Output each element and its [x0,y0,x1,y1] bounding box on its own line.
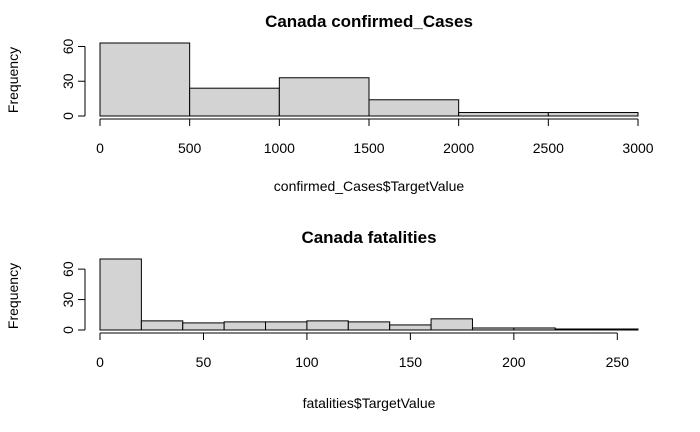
x-tick-label: 3000 [622,140,653,156]
y-axis: 0 30 60 [60,38,86,120]
y-tick-label: 60 [60,261,76,277]
y-axis: 0 30 60 [60,261,86,334]
confirmed-cases-panel: Canada confirmed_Cases 0 500 1000 1500 2000 2… [5,12,654,194]
histogram-bar [596,328,639,331]
x-axis-label: confirmed_Cases$TargetValue [274,178,465,194]
histogram-bar [347,321,391,331]
x-axis-label: fatalities$TargetValue [303,395,436,411]
x-tick-label: 50 [196,354,212,370]
histogram-bar [189,87,280,117]
x-tick-label: 1500 [353,140,384,156]
x-tick-label: 0 [96,140,104,156]
fatalities-panel: Canada fatalities 0 50 100 150 200 250 03060 … [5,228,639,411]
histogram-bar [458,112,549,117]
histogram-bar [306,320,349,331]
y-axis-label: Frequency [5,47,21,113]
histogram-bar [223,321,267,331]
x-tick-label: 2500 [533,140,564,156]
histogram-bar [430,318,473,331]
y-tick-label: 30 [60,73,76,89]
chart-title: Canada fatalities [301,228,436,247]
chart-title: Canada confirmed_Cases [265,12,473,31]
y-tick-label: 0 [60,112,76,120]
histogram-bar [513,327,556,331]
histogram-bar [278,77,370,117]
histogram-bar [547,112,639,117]
histogram-bar [182,322,225,331]
bars-group [99,42,639,117]
x-axis: 0 500 1000 1500 2000 2500 3000 [96,118,654,156]
x-tick-label: 250 [606,354,630,370]
histogram-bar [265,321,308,331]
histogram-bar [99,258,142,331]
x-tick-label: 150 [399,354,423,370]
x-tick-label: 200 [502,354,526,370]
histogram-bar [471,327,515,331]
x-axis: 0 50 100 150 200 250 [96,332,630,370]
y-tick-label: 0 [60,326,76,334]
x-tick-label: 100 [295,354,319,370]
histogram-bar [389,324,432,331]
bars-group [99,258,639,331]
x-tick-label: 500 [178,140,202,156]
histogram-bar [99,42,191,117]
histogram-bar [368,99,460,117]
histogram-bar [554,328,598,331]
histogram-bar [140,320,184,331]
x-tick-label: 1000 [264,140,295,156]
x-tick-label: 0 [96,354,104,370]
x-tick-label: 2000 [443,140,474,156]
y-tick-label: 60 [60,38,76,54]
y-axis-label: Frequency [5,263,21,329]
y-tick-label: 30 [60,292,76,308]
